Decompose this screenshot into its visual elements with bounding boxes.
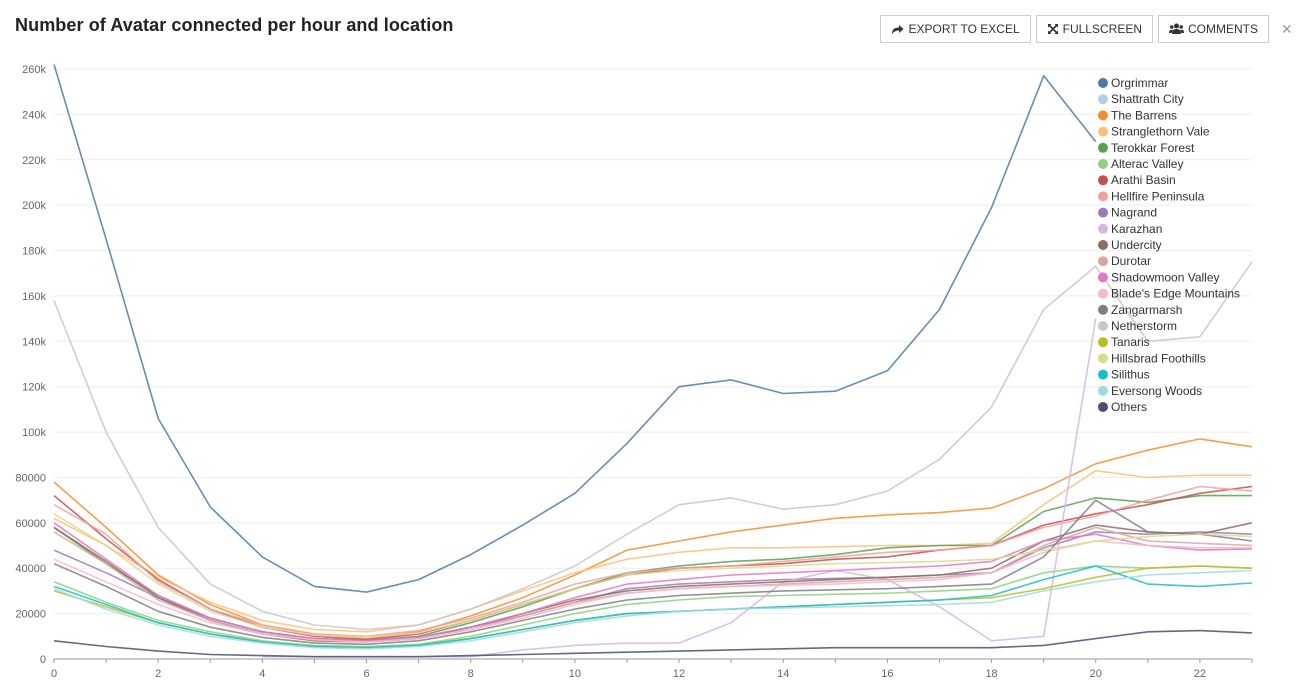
y-axis: 0 20000 40000 60000 80000 100k 120k 140k 160k 180… <box>15 64 46 666</box>
x-tick-label: 20 <box>1090 668 1102 680</box>
legend-label-stranglethorn-vale[interactable]: Stranglethorn Vale <box>1111 125 1210 139</box>
series-line-alterac-valley[interactable] <box>53 565 1253 648</box>
legend-marker-tanaris <box>1098 337 1108 348</box>
x-tick-label: 0 <box>51 668 57 680</box>
legend-label-orgrimmar[interactable]: Orgrimmar <box>1111 76 1168 90</box>
legend-marker-hillsbrad-foothills <box>1098 353 1108 364</box>
legend-marker-orgrimmar <box>1098 78 1108 88</box>
legend-marker-eversong-woods <box>1098 385 1108 396</box>
legend-marker-others <box>1098 402 1108 412</box>
x-tick-label: 4 <box>259 668 265 680</box>
series-line-zangarmarsh[interactable] <box>53 499 1253 646</box>
series-line-eversong-woods[interactable] <box>53 569 1253 650</box>
legend-marker-stranglethorn-vale <box>1098 126 1108 137</box>
legend-marker-alterac-valley <box>1098 159 1108 169</box>
expand-icon <box>1047 23 1059 35</box>
series-line-hellfire-peninsula[interactable] <box>53 485 1253 638</box>
legend-label-shattrath-city[interactable]: Shattrath City <box>1111 92 1184 106</box>
legend-label-alterac-valley[interactable]: Alterac Valley <box>1111 157 1183 171</box>
legend-marker-shattrath-city <box>1098 94 1108 105</box>
series-lines <box>53 64 1253 658</box>
legend-marker-netherstorm <box>1098 321 1108 331</box>
legend-label-eversong-woods[interactable]: Eversong Woods <box>1111 384 1202 398</box>
y-tick-label: 120k <box>22 382 46 394</box>
y-tick-label: 260k <box>22 64 46 76</box>
series-line-karazhan[interactable] <box>262 318 1097 658</box>
grid-lines <box>54 68 1252 660</box>
series-line-hillsbrad-foothills[interactable] <box>53 513 1253 639</box>
series-line-stranglethorn-vale[interactable] <box>53 469 1252 633</box>
legend-marker-silithus <box>1098 369 1108 380</box>
legend: Orgrimmar Shattrath City The Barrens Strang… <box>1098 76 1240 414</box>
x-tick-label: 12 <box>673 668 685 680</box>
y-tick-label: 220k <box>22 155 46 167</box>
x-tick-label: 6 <box>363 668 369 680</box>
x-tick-label: 2 <box>155 668 161 680</box>
legend-marker-arathi-basin <box>1098 175 1108 186</box>
x-tick-label: 10 <box>569 668 581 680</box>
y-tick-label: 200k <box>22 200 46 212</box>
y-tick-label: 140k <box>22 336 46 348</box>
legend-label-the-barrens[interactable]: The Barrens <box>1111 108 1177 122</box>
legend-label-hellfire-peninsula[interactable]: Hellfire Peninsula <box>1111 189 1205 203</box>
series-line-blade-s-edge-mountains[interactable] <box>53 540 1252 643</box>
y-tick-label: 60000 <box>15 518 46 530</box>
share-arrow-icon <box>891 24 904 35</box>
series-line-silithus[interactable] <box>53 565 1253 649</box>
legend-label-terokkar-forest[interactable]: Terokkar Forest <box>1111 141 1195 155</box>
x-tick-label: 22 <box>1194 668 1206 680</box>
legend-marker-zangarmarsh <box>1098 304 1108 315</box>
legend-label-karazhan[interactable]: Karazhan <box>1111 222 1162 236</box>
y-tick-label: 240k <box>22 109 46 121</box>
x-tick-label: 16 <box>881 668 893 680</box>
x-tick-label: 18 <box>985 668 997 680</box>
users-icon <box>1169 23 1184 35</box>
y-tick-label: 160k <box>22 291 46 303</box>
y-tick-label: 80000 <box>15 472 46 484</box>
series-line-netherstorm[interactable] <box>53 261 1253 631</box>
legend-label-zangarmarsh[interactable]: Zangarmarsh <box>1111 303 1182 317</box>
series-line-shadowmoon-valley[interactable] <box>53 522 1253 642</box>
chart-title: Number of Avatar connected per hour and … <box>15 15 454 35</box>
legend-marker-undercity <box>1098 240 1108 250</box>
legend-label-silithus[interactable]: Silithus <box>1111 368 1150 382</box>
fullscreen-button[interactable]: FULLSCREEN <box>1035 15 1153 43</box>
series-line-orgrimmar[interactable] <box>53 64 1097 593</box>
x-tick-label: 14 <box>777 668 789 680</box>
comments-button[interactable]: COMMENTS <box>1158 15 1269 43</box>
legend-label-shadowmoon-valley[interactable]: Shadowmoon Valley <box>1111 270 1220 284</box>
legend-marker-nagrand <box>1098 207 1108 218</box>
fullscreen-label: FULLSCREEN <box>1062 22 1142 36</box>
legend-label-nagrand[interactable]: Nagrand <box>1111 206 1157 220</box>
x-tick-label: 8 <box>468 668 474 680</box>
toolbar: EXPORT TO EXCEL FULLSCREEN COMMENTS <box>880 15 1269 43</box>
legend-label-netherstorm[interactable]: Netherstorm <box>1111 319 1177 333</box>
y-tick-label: 0 <box>40 654 46 666</box>
y-tick-label: 40000 <box>15 563 46 575</box>
export-to-excel-button[interactable]: EXPORT TO EXCEL <box>880 15 1031 43</box>
legend-marker-hellfire-peninsula <box>1098 191 1108 202</box>
y-tick-label: 100k <box>22 427 46 439</box>
series-line-others[interactable] <box>53 629 1253 658</box>
legend-marker-karazhan <box>1098 223 1108 234</box>
export-label: EXPORT TO EXCEL <box>908 22 1020 36</box>
legend-marker-blade-s-edge-mountains <box>1098 288 1108 299</box>
x-axis: 0 2 4 6 8 10 12 14 16 18 20 22 <box>51 658 1253 680</box>
legend-marker-shadowmoon-valley <box>1098 272 1108 283</box>
legend-label-others[interactable]: Others <box>1111 400 1147 414</box>
legend-marker-durotar <box>1098 256 1108 267</box>
y-tick-label: 180k <box>22 246 46 258</box>
legend-marker-the-barrens <box>1098 110 1108 121</box>
y-tick-label: 20000 <box>15 609 46 621</box>
comments-label: COMMENTS <box>1188 22 1258 36</box>
legend-label-arathi-basin[interactable]: Arathi Basin <box>1111 173 1176 187</box>
close-icon[interactable]: × <box>1281 19 1292 39</box>
legend-label-blade-s-edge-mountains[interactable]: Blade's Edge Mountains <box>1111 287 1240 301</box>
legend-label-hillsbrad-foothills[interactable]: Hillsbrad Foothills <box>1111 351 1206 365</box>
legend-label-undercity[interactable]: Undercity <box>1111 238 1162 252</box>
legend-label-tanaris[interactable]: Tanaris <box>1111 335 1150 349</box>
legend-label-durotar[interactable]: Durotar <box>1111 254 1151 268</box>
legend-marker-terokkar-forest <box>1098 142 1108 153</box>
